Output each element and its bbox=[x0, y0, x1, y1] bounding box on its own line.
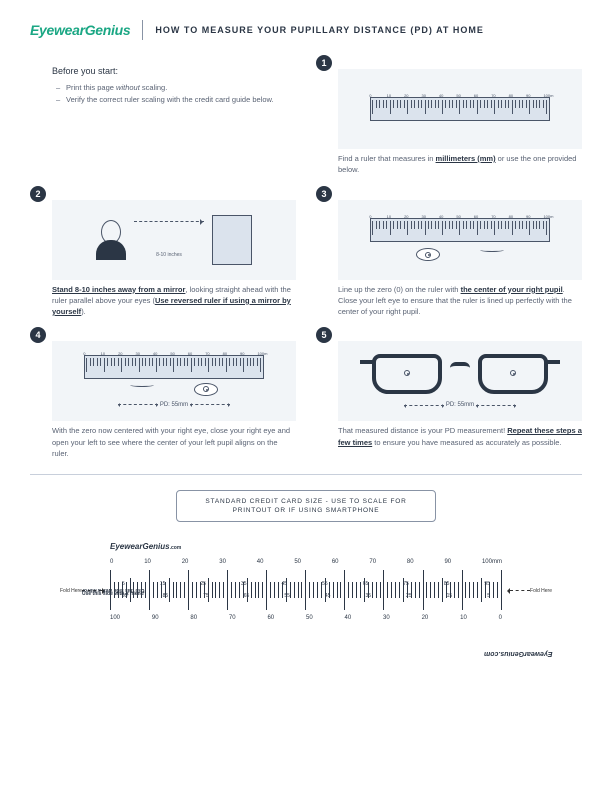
step-5: 5 PD: 55mm That measured distance is you… bbox=[316, 327, 582, 459]
step-3: 3 0102030405060708090100m Line up the ze… bbox=[316, 186, 582, 318]
step-3-caption: Line up the zero (0) on the ruler with t… bbox=[338, 284, 582, 318]
steps-grid: Before you start: Print this page withou… bbox=[0, 50, 612, 474]
glasses-icon bbox=[360, 354, 560, 398]
ruler-bot-numbers: 1009080706050403020100 bbox=[110, 615, 502, 621]
step-4: 4 0102030405060708090100m PD: 55mm With … bbox=[30, 327, 296, 459]
printable-ruler: EyewearGenius.com Fold Here Fold Here Us… bbox=[30, 532, 582, 649]
step-1-illustration: 0102030405060708090100m *Not to scale bbox=[338, 69, 582, 149]
cc-label: STANDARD CREDIT CARD SIZE - USE TO SCALE… bbox=[176, 490, 436, 522]
step-badge: 4 bbox=[30, 327, 46, 343]
step-1-caption: Find a ruler that measures in millimeter… bbox=[338, 153, 582, 176]
step-1: 1 0102030405060708090100m *Not to scale … bbox=[316, 55, 582, 176]
ruler-brand: EyewearGenius.com bbox=[110, 542, 542, 551]
step-badge: 3 bbox=[316, 186, 332, 202]
ruler-brand-flipped: EyewearGenius.com bbox=[484, 650, 552, 657]
step-4-illustration: 0102030405060708090100m PD: 55mm bbox=[52, 341, 296, 421]
header: EyewearGenius HOW TO MEASURE YOUR PUPILL… bbox=[0, 0, 612, 50]
step-5-caption: That measured distance is your PD measur… bbox=[338, 425, 582, 448]
step-5-illustration: PD: 55mm bbox=[338, 341, 582, 421]
ruler-top-ticks bbox=[110, 570, 502, 590]
before-item: Verify the correct ruler scaling with th… bbox=[56, 94, 296, 106]
step-badge: 1 bbox=[316, 55, 332, 71]
ruler-icon: 0102030405060708090100m bbox=[370, 218, 550, 242]
pd-measurement: PD: 55mm bbox=[404, 402, 516, 408]
step-3-illustration: 0102030405060708090100m bbox=[338, 200, 582, 280]
step-2: 2 8-10 inches Stand 8-10 inches away fro… bbox=[30, 186, 296, 318]
distance-label: 8-10 inches bbox=[156, 252, 182, 258]
before-start: Before you start: Print this page withou… bbox=[30, 55, 296, 176]
ruler-icon: 0102030405060708090100m bbox=[370, 97, 550, 121]
credit-card-section: STANDARD CREDIT CARD SIZE - USE TO SCALE… bbox=[30, 474, 582, 649]
step-badge: 5 bbox=[316, 327, 332, 343]
step-2-caption: Stand 8-10 inches away from a mirror, lo… bbox=[52, 284, 296, 318]
step-4-caption: With the zero now centered with your rig… bbox=[52, 425, 296, 459]
person-mirror-icon: 8-10 inches bbox=[96, 215, 252, 265]
brand-logo: EyewearGenius bbox=[30, 22, 130, 38]
page-title: HOW TO MEASURE YOUR PUPILLARY DISTANCE (… bbox=[155, 25, 484, 35]
pd-measurement: PD: 55mm bbox=[118, 402, 230, 408]
eye-open-icon bbox=[194, 383, 218, 396]
ruler-icon: 0102030405060708090100m bbox=[84, 355, 264, 379]
divider bbox=[142, 20, 143, 40]
eye-closed-icon bbox=[130, 383, 154, 387]
before-item: Print this page without scaling. bbox=[56, 82, 296, 94]
before-heading: Before you start: bbox=[52, 66, 296, 76]
fold-here-right: Fold Here bbox=[504, 588, 552, 594]
step-badge: 2 bbox=[30, 186, 46, 202]
ruler-body: Use this side with a friend Use this sid… bbox=[110, 555, 502, 625]
before-list: Print this page without scaling. Verify … bbox=[52, 82, 296, 106]
eye-closed-icon bbox=[480, 248, 504, 252]
step-2-illustration: 8-10 inches bbox=[52, 200, 296, 280]
ruler-bot-minor: 9585756555453525155 bbox=[110, 593, 502, 599]
eye-open-icon bbox=[416, 248, 440, 261]
ruler-top-numbers: 0102030405060708090100mm bbox=[110, 559, 502, 565]
